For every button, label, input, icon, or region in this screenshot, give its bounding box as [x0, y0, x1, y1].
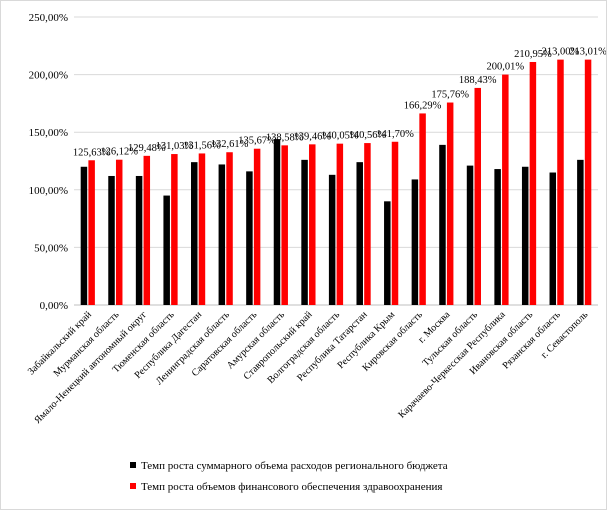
bar-budget	[356, 162, 363, 305]
bar-budget	[108, 175, 115, 305]
data-label: 140,56%	[349, 130, 387, 141]
bar-budget	[577, 159, 584, 305]
bar-healthcare	[391, 141, 399, 305]
bar-budget	[80, 166, 88, 305]
bar-healthcare	[446, 102, 454, 306]
bar-budget	[246, 171, 253, 305]
data-label: 200,01%	[487, 62, 525, 73]
bar-healthcare	[115, 159, 123, 305]
data-label: 139,46%	[293, 131, 331, 142]
bar-budget	[521, 166, 529, 305]
y-tick-label: 200,00%	[29, 70, 68, 82]
bar-budget	[273, 139, 281, 305]
bar-budget	[439, 144, 446, 305]
data-label: 138,58%	[266, 132, 304, 143]
legend-label: Темп роста суммарного объема расходов ре…	[141, 460, 448, 472]
bar-healthcare	[226, 152, 233, 305]
data-label: 135,67%	[238, 136, 276, 147]
bar-budget	[466, 165, 474, 305]
bar-healthcare	[502, 74, 509, 306]
bar-budget	[163, 195, 170, 305]
data-label: 132,61%	[211, 139, 249, 150]
bar-healthcare	[419, 113, 426, 305]
bar-budget	[135, 175, 143, 305]
data-label: 131,03%	[156, 141, 194, 152]
y-tick-label: 100,00%	[29, 185, 68, 197]
bar-healthcare	[529, 61, 537, 306]
bar-healthcare	[336, 143, 344, 305]
y-tick-label: 0,00%	[40, 300, 68, 312]
data-label: 188,43%	[459, 75, 497, 86]
bar-budget	[191, 162, 198, 305]
data-label: 125,63%	[73, 147, 111, 158]
y-tick-label: 250,00%	[29, 12, 68, 24]
bar-healthcare	[198, 153, 206, 305]
bar-healthcare	[557, 59, 564, 306]
bar-budget	[384, 201, 391, 305]
data-label: 213,00%	[542, 47, 580, 58]
legend-marker	[130, 483, 136, 489]
bar-healthcare	[474, 87, 481, 305]
bar-budget	[411, 179, 419, 305]
legend-label: Темп роста объемов финансового обеспечен…	[141, 481, 442, 493]
bar-healthcare	[584, 59, 592, 305]
data-label: 131,56%	[183, 140, 221, 151]
bar-healthcare	[364, 143, 371, 305]
bar-healthcare	[143, 155, 151, 305]
bar-budget	[494, 169, 501, 305]
data-label: 175,76%	[431, 90, 469, 101]
bar-healthcare	[171, 154, 178, 305]
y-tick-label: 50,00%	[34, 242, 68, 254]
bar-budget	[301, 159, 308, 305]
y-tick-label: 150,00%	[29, 127, 68, 139]
data-label: 141,70%	[376, 129, 414, 140]
data-label: 213,01%	[569, 47, 606, 58]
x-tick-label: Ямало-Ненецкий автономный округ	[32, 309, 149, 426]
data-label: 126,12%	[100, 147, 138, 158]
data-label: 210,95%	[514, 49, 552, 60]
data-label: 129,48%	[128, 143, 166, 154]
data-label: 166,29%	[404, 100, 442, 111]
bar-budget	[549, 172, 557, 305]
data-label: 140,05%	[321, 131, 359, 142]
bar-healthcare	[281, 145, 288, 305]
bar-budget	[218, 164, 226, 305]
bar-healthcare	[88, 160, 95, 305]
bar-healthcare	[309, 144, 316, 305]
bar-healthcare	[253, 148, 261, 305]
bar-budget	[328, 174, 336, 305]
legend-marker	[130, 462, 136, 468]
